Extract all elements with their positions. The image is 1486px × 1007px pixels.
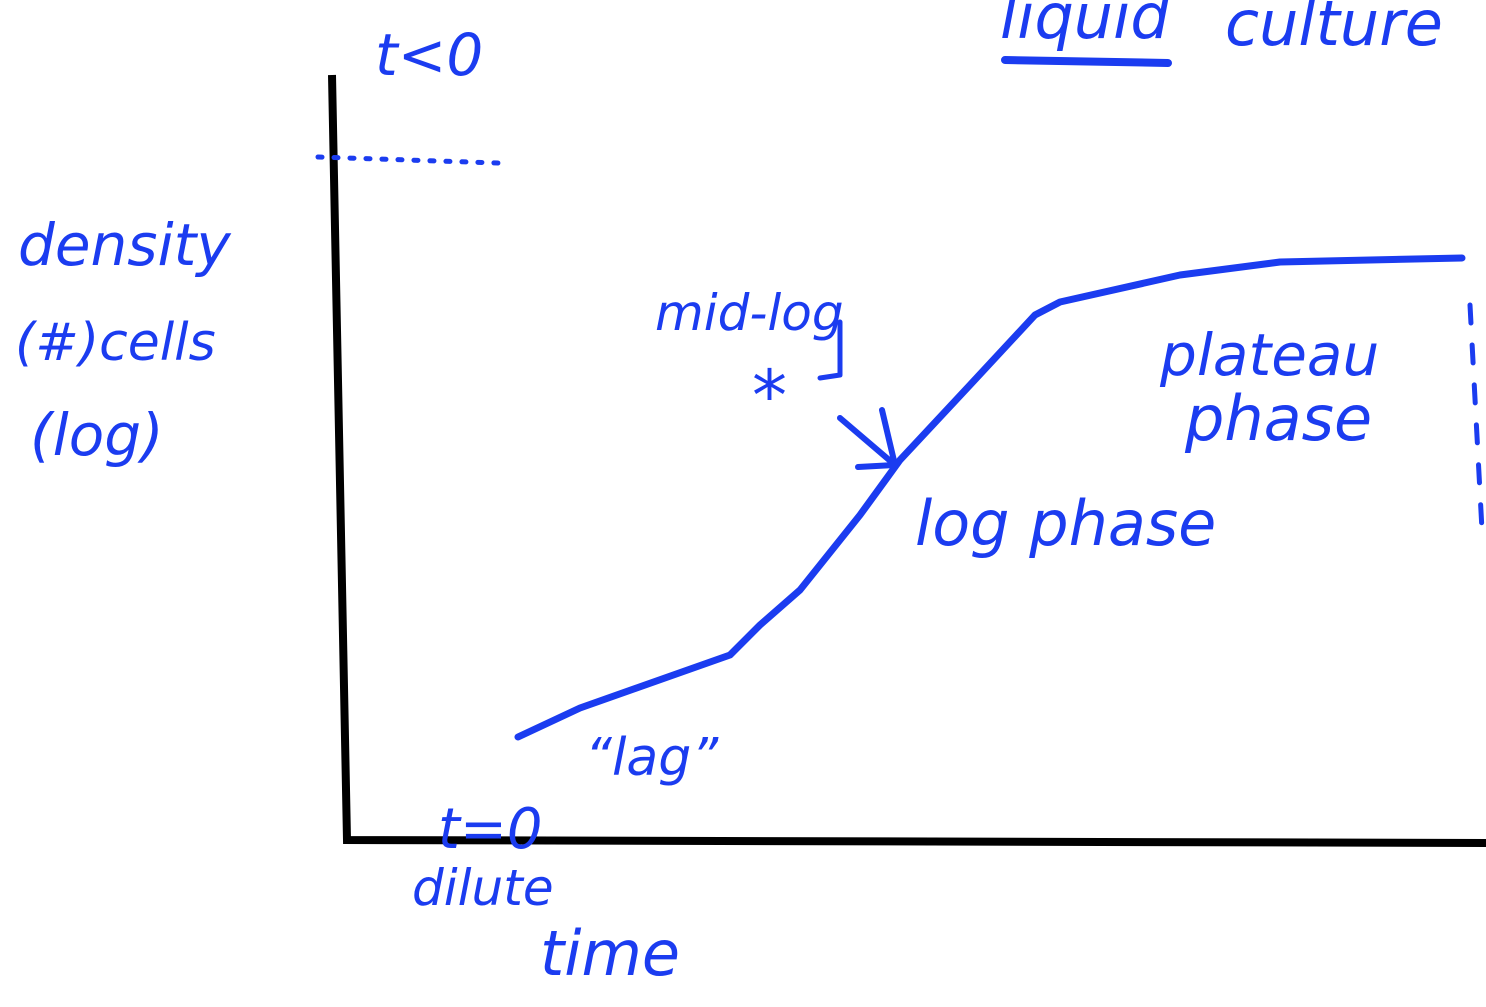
y-label: (log) <box>30 401 164 469</box>
axes <box>328 74 1486 847</box>
annotation: phase <box>1184 382 1372 455</box>
arrow-hook <box>817 319 843 381</box>
y-label: (#)cells <box>15 313 216 373</box>
underline <box>1001 56 1172 67</box>
axis-note: dilute <box>412 859 554 917</box>
annotation: mid-log <box>655 284 844 342</box>
annotation: * <box>752 355 787 437</box>
y-label: density <box>18 211 231 279</box>
dotted-level <box>315 154 501 166</box>
growth-curve <box>514 254 1466 741</box>
annotation: log phase <box>915 487 1216 560</box>
arrow-head <box>855 407 898 470</box>
title-word: liquid <box>1000 0 1170 53</box>
arrow-shaft <box>837 415 898 468</box>
title-word: culture <box>1225 0 1443 60</box>
annotation: “lag” <box>585 728 719 788</box>
axis-note: t=0 <box>438 797 543 862</box>
x-label: time <box>540 917 680 990</box>
dashed-vertical <box>1467 302 1485 533</box>
annotation: plateau <box>1159 321 1379 389</box>
axis-note: t<0 <box>375 21 483 89</box>
